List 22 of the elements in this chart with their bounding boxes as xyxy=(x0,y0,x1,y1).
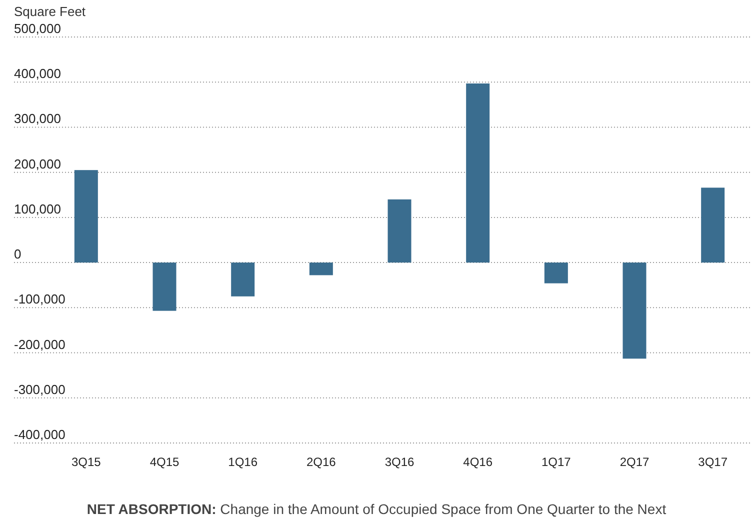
y-tick-label: 400,000 xyxy=(14,66,61,82)
x-tick-label: 4Q15 xyxy=(150,455,180,469)
y-tick-label: 100,000 xyxy=(14,201,61,216)
x-tick-label: 3Q17 xyxy=(698,455,728,469)
y-tick-label: -300,000 xyxy=(14,382,66,397)
x-tick-label: 3Q16 xyxy=(384,455,414,469)
y-tick-label: 0 xyxy=(14,246,22,262)
y-tick-label: -100,000 xyxy=(14,292,66,307)
y-tick-label: -200,000 xyxy=(14,336,66,352)
y-tick-label: -400,000 xyxy=(14,427,66,442)
x-tick-label: 4Q16 xyxy=(463,455,493,469)
x-tick-label: 1Q16 xyxy=(228,455,258,469)
text: Change in the Amount of Occupied Space from One Quarter to the Next xyxy=(216,501,666,517)
x-tick-label: 3Q15 xyxy=(71,455,102,469)
text: NET ABSORPTION: xyxy=(86,501,216,517)
x-tick-label: 2Q16 xyxy=(306,455,336,469)
x-tick-label: 1Q17 xyxy=(541,455,572,469)
x-tick-label: 2Q17 xyxy=(620,455,650,469)
y-tick-label: 300,000 xyxy=(14,111,61,126)
y-tick-label: 200,000 xyxy=(14,156,61,172)
y-axis-title: Square Feet xyxy=(14,4,86,19)
y-tick-label: 500,000 xyxy=(14,21,61,36)
